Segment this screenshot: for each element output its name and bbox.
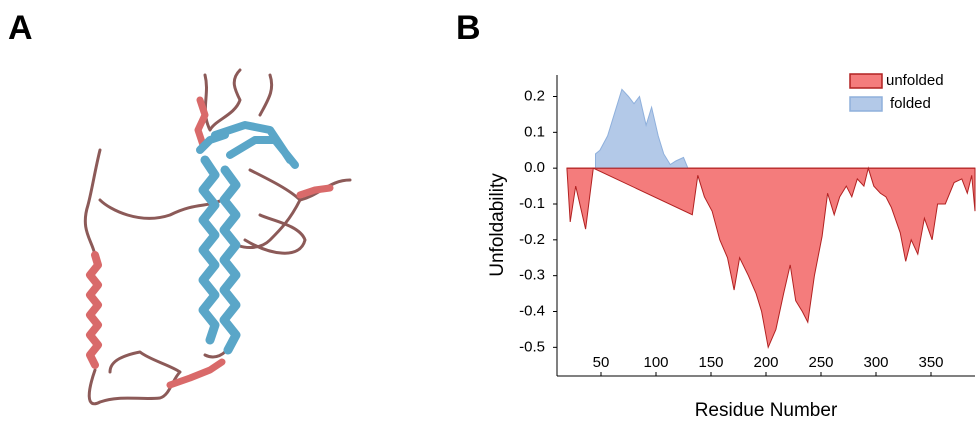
area: [596, 89, 688, 168]
helix-blue: [224, 170, 236, 350]
y-tick-label: 0.2: [524, 87, 545, 104]
legend-label: unfolded: [886, 72, 944, 89]
y-tick-label: -0.4: [519, 302, 545, 319]
helix-red: [90, 255, 98, 365]
y-tick-label: -0.3: [519, 267, 545, 284]
panel-label: B: [456, 9, 481, 47]
y-tick-label: 0.0: [524, 159, 545, 176]
y-tick-label: 0.1: [524, 123, 545, 140]
y-axis-title: Unfoldability: [487, 173, 508, 277]
x-tick-label: 350: [918, 354, 943, 371]
legend-swatch: [850, 74, 882, 88]
y-tick-label: -0.2: [519, 231, 545, 248]
legend-label: folded: [890, 95, 931, 112]
figure: A B Residue Number Unfoldability 0.2 0.1 0…: [0, 0, 976, 424]
legend-swatch: [850, 97, 882, 111]
x-tick-label: 200: [753, 354, 778, 371]
y-tick-label: -0.5: [519, 338, 545, 355]
area: [567, 168, 975, 347]
protein-structure: [85, 70, 350, 404]
x-tick-label: 50: [593, 354, 610, 371]
y-tick-label: -0.1: [519, 195, 545, 212]
x-axis-title: Residue Number: [695, 400, 838, 421]
helix-blue: [203, 160, 215, 340]
panel-label: A: [8, 9, 33, 47]
sheet-blue: [200, 125, 295, 165]
x-tick-label: 300: [863, 354, 888, 371]
x-tick-label: 250: [808, 354, 833, 371]
x-tick-label: 100: [643, 354, 668, 371]
x-tick-label: 150: [698, 354, 723, 371]
